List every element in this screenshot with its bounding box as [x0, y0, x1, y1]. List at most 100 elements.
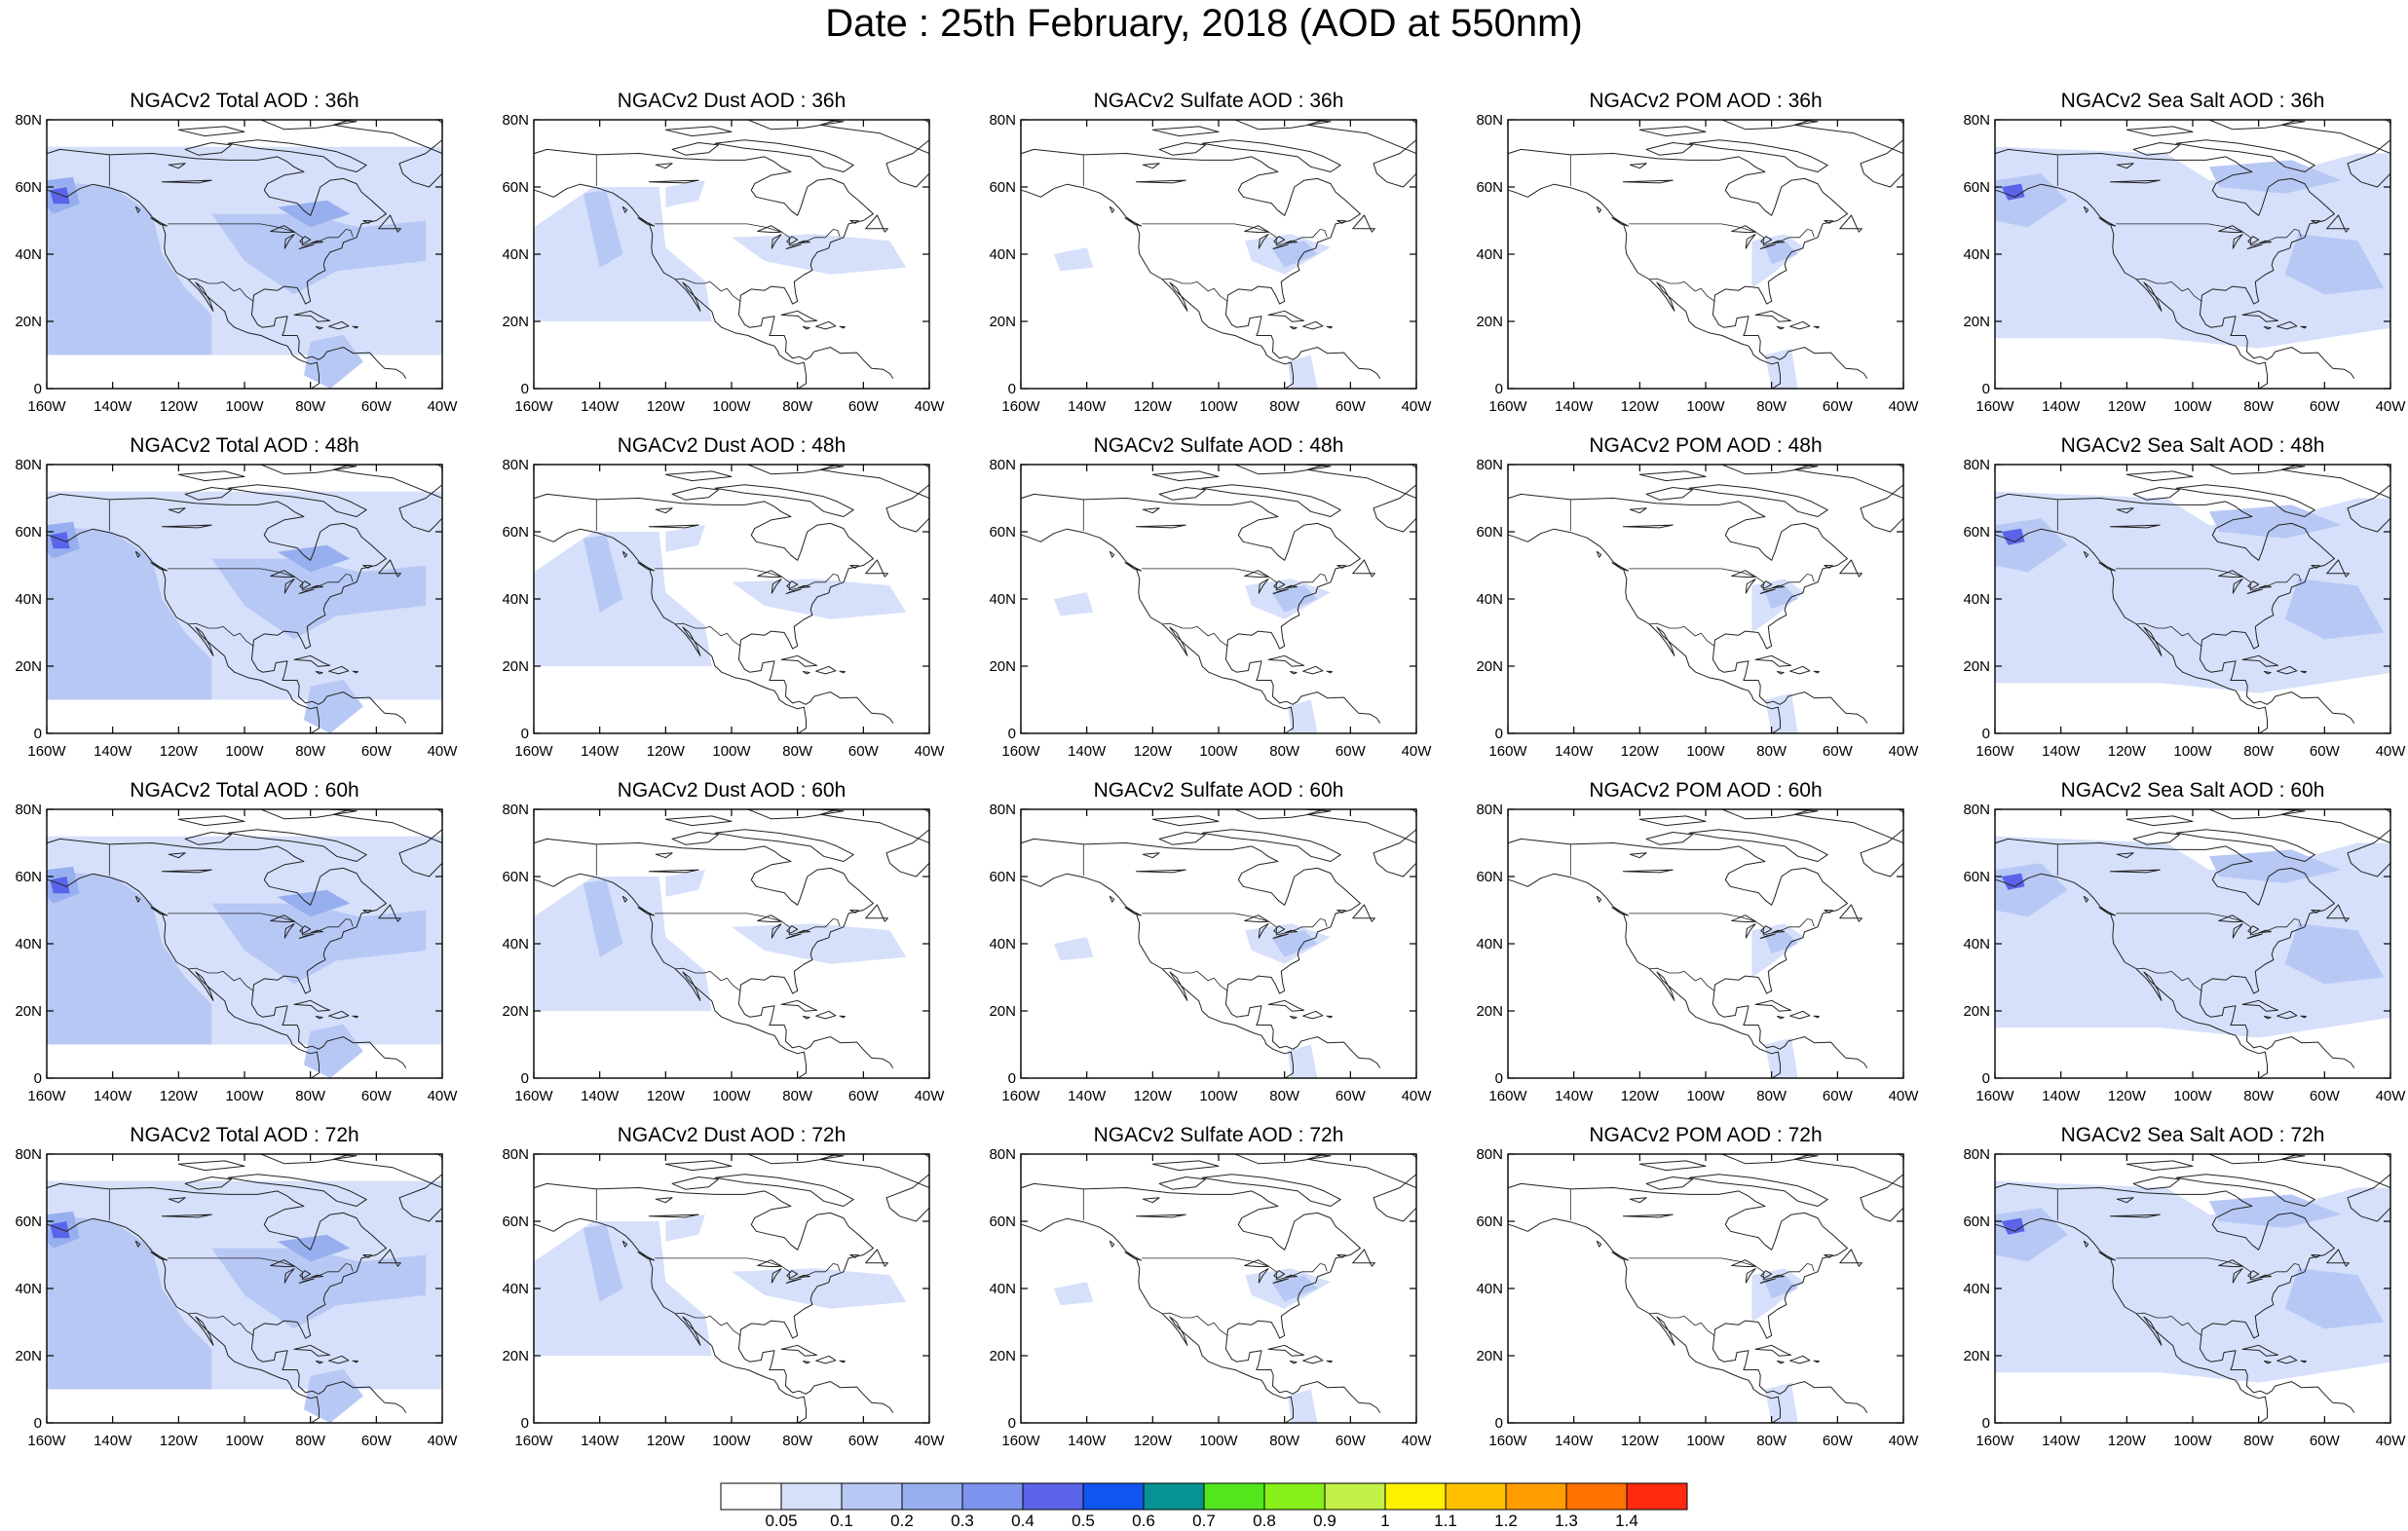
- island-outline: [1302, 320, 1324, 330]
- country-border: [1142, 568, 1328, 591]
- lat-label: 40N: [15, 936, 42, 952]
- coastlines: [47, 465, 442, 733]
- panel-title: NGACv2 POM AOD : 36h: [1589, 90, 1823, 112]
- lat-label: 80N: [1476, 1146, 1503, 1163]
- island-outline: [1306, 120, 1416, 188]
- coastline-east: [1021, 148, 1381, 379]
- coastline-west: [1995, 1217, 2268, 1423]
- lon-label: 120W: [1134, 1433, 1173, 1449]
- aod-field: [47, 146, 442, 389]
- lat-label: 0: [1982, 726, 1990, 742]
- lon-label: 140W: [2042, 1433, 2081, 1449]
- island-outline: [815, 320, 837, 330]
- lat-label: 20N: [1963, 1348, 1990, 1364]
- island-outline: [1839, 214, 1862, 233]
- island-outline: [1124, 562, 1142, 572]
- lon-label: 80W: [295, 743, 326, 760]
- country-border: [168, 568, 354, 591]
- lon-label: 140W: [94, 398, 132, 415]
- lon-label: 100W: [225, 1088, 264, 1104]
- lon-label: 40W: [1402, 398, 1433, 415]
- lat-label: 80N: [1963, 1146, 1990, 1163]
- aod-region: [2001, 183, 2025, 201]
- aod-field: [47, 1180, 442, 1423]
- island-outline: [1776, 1016, 1785, 1020]
- coastline-east: [47, 493, 407, 724]
- island-outline: [2326, 559, 2350, 578]
- lat-label: 40N: [1963, 246, 1990, 263]
- island-outline: [1813, 1360, 1820, 1363]
- lon-label: 100W: [712, 743, 751, 760]
- lake-outline: [1622, 524, 1674, 529]
- island-outline: [1336, 565, 1346, 569]
- lat-label: 20N: [1963, 658, 1990, 675]
- lat-label: 60N: [989, 869, 1016, 885]
- island-outline: [315, 671, 323, 675]
- lon-label: 120W: [2108, 743, 2147, 760]
- lon-label: 120W: [1134, 743, 1173, 760]
- island-outline: [2280, 1154, 2390, 1222]
- lake-outline: [1629, 852, 1647, 859]
- aod-region: [1764, 1275, 1798, 1299]
- island-outline: [1813, 1015, 1820, 1019]
- lat-label: 0: [1495, 1070, 1503, 1087]
- lat-label: 20N: [502, 1003, 529, 1020]
- lon-label: 60W: [1823, 1088, 1854, 1104]
- lon-label: 60W: [1823, 1433, 1854, 1449]
- coastline-east: [1995, 148, 2355, 379]
- coastline-west: [1995, 873, 2268, 1078]
- island-outline: [2126, 815, 2194, 827]
- aod-region: [1288, 355, 1318, 389]
- island-outline: [1721, 809, 1819, 820]
- lat-label: 20N: [1476, 314, 1503, 330]
- island-outline: [747, 1154, 845, 1165]
- island-outline: [819, 809, 929, 878]
- lat-label: 60N: [989, 1214, 1016, 1230]
- lat-label: 60N: [989, 179, 1016, 196]
- island-outline: [2311, 1254, 2320, 1258]
- country-border: [1162, 1312, 1228, 1336]
- island-outline: [671, 142, 719, 156]
- coastline-east: [1995, 838, 2355, 1068]
- island-outline: [293, 1344, 331, 1357]
- island-outline: [1336, 1254, 1346, 1258]
- aod-region: [583, 1224, 623, 1302]
- lake-outline: [1258, 923, 1269, 939]
- coastlines: [1995, 120, 2390, 389]
- lon-label: 140W: [2042, 398, 2081, 415]
- island-outline: [637, 907, 655, 916]
- panel-title: NGACv2 Dust AOD : 60h: [617, 779, 847, 802]
- lake-outline: [655, 507, 673, 514]
- lon-label: 140W: [1068, 743, 1107, 760]
- island-outline: [1201, 484, 1341, 517]
- island-outline: [150, 1251, 168, 1261]
- country-border: [2136, 622, 2202, 647]
- aod-region: [1288, 1389, 1318, 1423]
- lon-label: 60W: [1336, 1433, 1367, 1449]
- lon-label: 160W: [1488, 743, 1527, 760]
- colorbar-label: 1.2: [1494, 1512, 1518, 1530]
- island-outline: [2241, 1344, 2279, 1357]
- panel-title: NGACv2 Sulfate AOD : 72h: [1093, 1124, 1344, 1146]
- lon-label: 140W: [94, 1088, 132, 1104]
- lat-label: 0: [34, 1415, 42, 1432]
- coastline-west: [47, 873, 320, 1078]
- lon-label: 120W: [647, 1433, 686, 1449]
- island-outline: [260, 465, 357, 475]
- lat-label: 20N: [989, 1003, 1016, 1020]
- lon-label: 100W: [1199, 1088, 1238, 1104]
- island-outline: [671, 487, 719, 501]
- map-panel: NGACv2 POM AOD : 72h 80N 60N 40N 20N 0 160W 140…: [1461, 1124, 1948, 1465]
- lon-label: 80W: [1756, 398, 1787, 415]
- island-outline: [802, 326, 810, 330]
- lat-label: 60N: [1476, 869, 1503, 885]
- island-outline: [1302, 665, 1324, 675]
- lat-label: 80N: [989, 457, 1016, 473]
- lon-label: 160W: [514, 1088, 553, 1104]
- lon-label: 140W: [1555, 743, 1594, 760]
- aod-region: [732, 579, 907, 619]
- lon-label: 40W: [1889, 1088, 1920, 1104]
